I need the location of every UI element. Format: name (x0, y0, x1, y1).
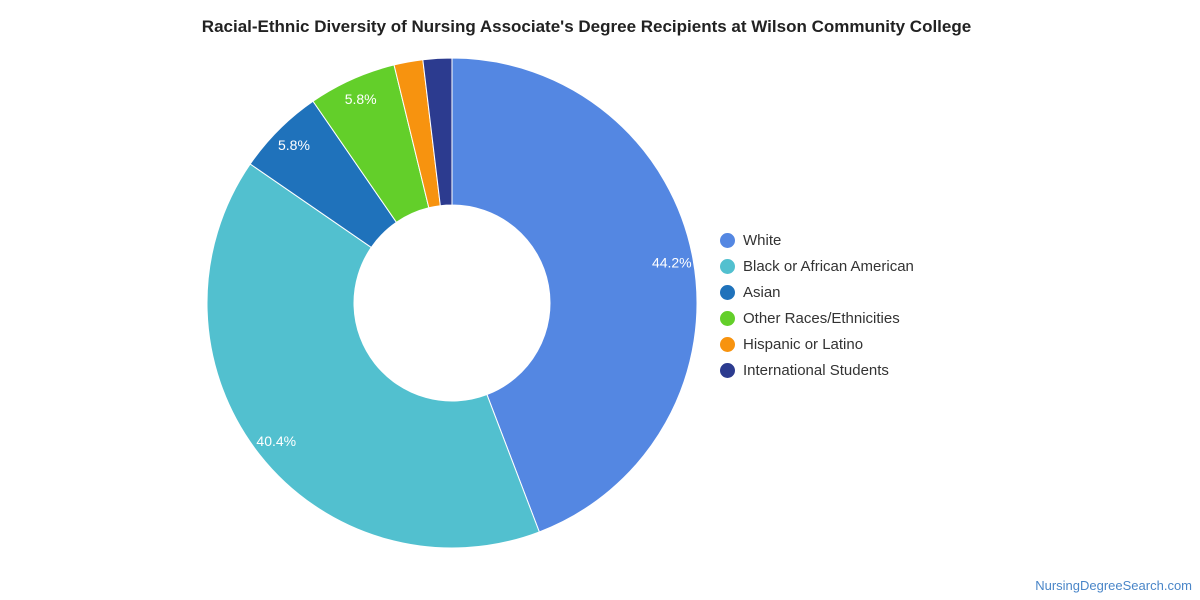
slice-white[interactable] (451, 57, 698, 533)
legend-swatch (720, 284, 735, 300)
donut-chart: 44.2% 40.4% 5.8% 5.8% (206, 57, 698, 549)
legend-swatch (720, 258, 735, 274)
legend-item[interactable]: Black or African American (720, 253, 914, 279)
slice-black-or-african-american[interactable] (206, 163, 540, 549)
legend-label: Black or African American (743, 257, 914, 275)
legend-item[interactable]: Asian (720, 279, 914, 305)
legend-item[interactable]: Other Races/Ethnicities (720, 305, 914, 331)
site-credit[interactable]: NursingDegreeSearch.com (1035, 578, 1192, 593)
slice-international-students[interactable] (422, 57, 453, 207)
legend-item[interactable]: White (720, 227, 914, 253)
legend-swatch (720, 232, 735, 248)
legend-item[interactable]: International Students (720, 357, 914, 383)
legend-label: Asian (743, 283, 781, 301)
chart-legend: White Black or African American Asian Other… (720, 227, 914, 383)
legend-swatch (720, 310, 735, 326)
data-label: 5.8% (345, 91, 377, 107)
data-label: 5.8% (278, 137, 310, 153)
legend-swatch (720, 336, 735, 352)
legend-label: Other Races/Ethnicities (743, 309, 900, 327)
legend-swatch (720, 362, 735, 378)
legend-label: International Students (743, 361, 889, 379)
legend-label: White (743, 231, 782, 249)
legend-label: Hispanic or Latino (743, 335, 864, 353)
data-label: 44.2% (652, 255, 692, 271)
legend-item[interactable]: Hispanic or Latino (720, 331, 914, 357)
data-label: 40.4% (256, 433, 296, 449)
chart-title: Racial-Ethnic Diversity of Nursing Assoc… (201, 17, 972, 36)
